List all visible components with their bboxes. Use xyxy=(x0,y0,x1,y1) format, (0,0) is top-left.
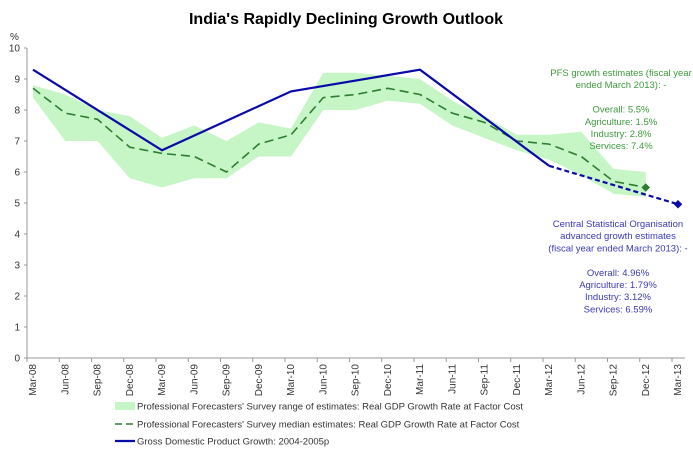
y-tick-label: 8 xyxy=(14,106,20,117)
x-tick-label: Dec-09 xyxy=(254,364,265,397)
y-tick-label: 4 xyxy=(14,230,20,241)
x-tick-label: Dec-08 xyxy=(125,364,136,397)
x-tick-label: Sep-08 xyxy=(93,364,104,397)
x-tick-label: Sep-11 xyxy=(480,364,491,396)
x-tick-label: Dec-12 xyxy=(641,364,652,397)
legend-swatch-range xyxy=(115,402,135,410)
y-tick-label: 3 xyxy=(14,261,20,272)
chart-title: India's Rapidly Declining Growth Outlook xyxy=(189,11,503,28)
y-tick-label: 10 xyxy=(9,44,21,55)
gdp-projection-line xyxy=(548,164,679,206)
legend-label: Gross Domestic Product Growth: 2004-2005… xyxy=(137,437,329,448)
cso-annotation-line: Overall: 4.96% xyxy=(587,268,650,279)
gdp-line xyxy=(32,68,550,167)
gdp-end-marker xyxy=(673,199,683,209)
x-tick-label: Mar-13 xyxy=(673,364,684,396)
x-tick-label: Sep-10 xyxy=(351,364,362,397)
cso-annotation-line: Industry: 3.12% xyxy=(585,292,652,303)
cso-annotation-line: Services: 6.59% xyxy=(584,304,653,315)
cso-annotation-line: Agriculture: 1.79% xyxy=(579,280,657,291)
y-tick-label: 9 xyxy=(14,75,20,86)
y-tick-label: 6 xyxy=(14,168,20,179)
median-line xyxy=(32,87,646,189)
cso-annotation-line: Central Statistical Organisation xyxy=(553,219,683,230)
x-tick-label: Jun-10 xyxy=(318,364,329,395)
x-tick-label: Dec-10 xyxy=(383,364,394,397)
y-tick-label: 2 xyxy=(14,292,20,303)
x-tick-label: Mar-10 xyxy=(286,364,297,396)
pfs-annotation-line: ended March 2013): - xyxy=(576,80,667,91)
x-tick-label: Sep-12 xyxy=(609,364,620,397)
y-axis-label: % xyxy=(10,32,19,43)
y-tick-label: 7 xyxy=(14,137,20,148)
x-tick-label: Mar-09 xyxy=(157,364,168,396)
x-tick-label: Dec-11 xyxy=(512,364,523,396)
x-tick-label: Jun-08 xyxy=(60,364,71,395)
pfs-annotation-line: PFS growth estimates (fiscal year xyxy=(550,68,692,79)
pfs-annotation-line: Overall: 5.5% xyxy=(592,105,650,116)
x-tick-label: Mar-08 xyxy=(28,364,39,396)
x-tick-label: Jun-12 xyxy=(576,364,587,395)
y-tick-label: 1 xyxy=(14,323,20,334)
cso-annotation-line: (fiscal year ended March 2013): - xyxy=(548,243,687,254)
x-tick-label: Jun-11 xyxy=(447,364,458,394)
cso-annotation-line: advanced growth estimates xyxy=(560,231,676,242)
legend-label: Professional Forecasters' Survey range o… xyxy=(137,402,523,413)
pfs-annotation-line: Industry: 2.8% xyxy=(591,129,652,140)
pfs-annotation-line: Services: 7.4% xyxy=(589,141,653,152)
x-tick-label: Mar-11 xyxy=(415,364,426,395)
legend-label: Professional Forecasters' Survey median … xyxy=(137,420,520,431)
x-tick-label: Jun-09 xyxy=(189,364,200,395)
x-tick-label: Sep-09 xyxy=(222,364,233,397)
range-area xyxy=(33,72,646,197)
y-tick-label: 5 xyxy=(14,199,20,210)
x-tick-label: Mar-12 xyxy=(544,364,555,396)
pfs-annotation-line: Agriculture: 1.5% xyxy=(585,117,658,128)
y-tick-label: 0 xyxy=(14,354,20,365)
